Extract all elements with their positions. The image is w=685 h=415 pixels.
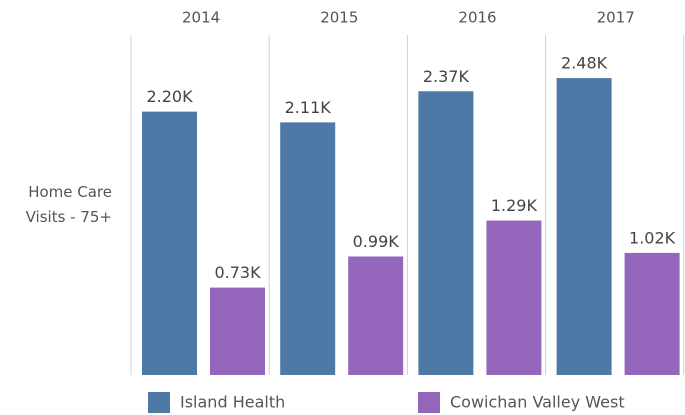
value-label: 1.02K <box>629 228 676 247</box>
y-axis-label-box: Home Care Visits - 75+ <box>0 180 112 230</box>
bar <box>418 91 474 375</box>
bar <box>210 287 265 375</box>
value-label: 0.99K <box>353 232 400 251</box>
value-label: 2.11K <box>285 98 332 117</box>
column-header: 2014 <box>182 9 220 27</box>
value-label: 1.29K <box>491 196 538 215</box>
y-axis-label: Home Care Visits - 75+ <box>25 183 112 226</box>
legend-swatch <box>418 392 440 413</box>
value-label: 0.73K <box>214 263 261 282</box>
bar <box>280 122 336 375</box>
column-header: 2017 <box>597 9 635 27</box>
value-label: 2.37K <box>423 67 470 86</box>
bar <box>556 78 612 375</box>
legend-swatch <box>148 392 170 413</box>
column-header: 2016 <box>458 9 496 27</box>
legend-label: Island Health <box>180 393 285 412</box>
bar <box>142 111 197 375</box>
legend-label: Cowichan Valley West <box>450 393 625 412</box>
value-label: 2.20K <box>146 87 193 106</box>
bar <box>624 252 680 375</box>
value-label: 2.48K <box>561 54 608 73</box>
column-header: 2015 <box>320 9 358 27</box>
bar <box>348 256 404 375</box>
bar <box>486 220 542 375</box>
